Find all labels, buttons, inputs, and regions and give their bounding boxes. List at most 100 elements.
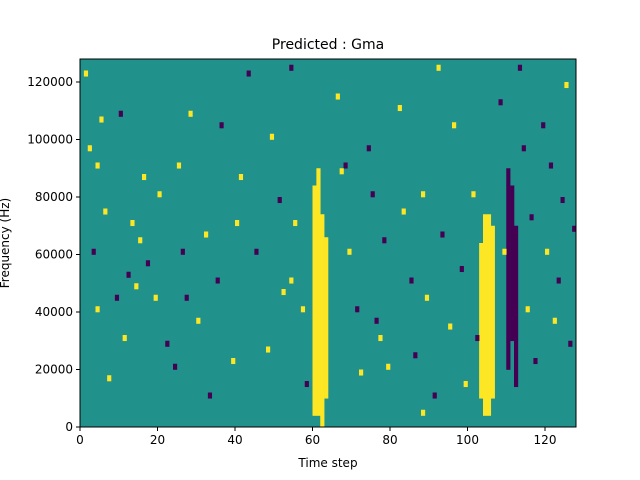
heatmap-cell [448, 323, 453, 330]
x-tick-label: 60 [305, 433, 320, 447]
heatmap-cell [145, 260, 151, 267]
x-tick-label: 0 [76, 433, 84, 447]
x-tick-label: 20 [150, 433, 165, 447]
heatmap-cell [188, 110, 193, 117]
x-tick-label: 100 [456, 433, 479, 447]
heatmap-cell [95, 306, 100, 313]
heatmap-band [479, 243, 484, 399]
heatmap-cell [421, 409, 426, 416]
heatmap-cell [281, 289, 286, 296]
heatmap-cell [564, 82, 569, 89]
heatmap-cell [560, 197, 565, 204]
heatmap-cell [552, 317, 557, 324]
heatmap-band [312, 185, 317, 416]
heatmap-band [514, 225, 519, 388]
heatmap-cell [463, 381, 468, 388]
chart-title: Predicted : Gma [272, 37, 384, 53]
y-tick-label: 80000 [35, 190, 73, 204]
heatmap-cell [219, 122, 224, 129]
heatmap-cell [386, 363, 391, 370]
heatmap-cell [339, 168, 344, 175]
heatmap-cell [556, 277, 561, 284]
heatmap-cell [231, 358, 236, 365]
heatmap-cell [421, 191, 426, 198]
heatmap-cell [153, 294, 158, 301]
heatmap-cell [471, 191, 476, 198]
heatmap-cell [440, 231, 445, 238]
heatmap-cell [196, 317, 201, 324]
y-tick-label: 0 [65, 420, 73, 434]
heatmap-cell [95, 162, 100, 169]
heatmap-cell [134, 283, 139, 290]
y-tick-label: 60000 [35, 248, 73, 262]
heatmap-cell [347, 248, 352, 255]
x-axis-label: Time step [297, 456, 357, 470]
heatmap-cell [498, 99, 503, 106]
y-tick-label: 120000 [27, 75, 73, 89]
heatmap-cell [254, 248, 259, 255]
heatmap-cell [452, 122, 457, 129]
heatmap-cell [517, 64, 523, 71]
heatmap-cell [300, 306, 306, 313]
heatmap-band [320, 214, 325, 428]
heatmap-cell [413, 352, 418, 359]
heatmap-cell [432, 392, 437, 399]
heatmap-cells [83, 64, 577, 428]
heatmap-cell [459, 266, 464, 273]
heatmap-cell [382, 237, 387, 244]
heatmap-cell [103, 208, 108, 215]
heatmap-cell [572, 225, 577, 232]
heatmap-cell [502, 248, 507, 255]
heatmap-cell [424, 294, 430, 301]
heatmap-cell [238, 174, 244, 181]
heatmap-cell [366, 145, 371, 152]
heatmap-cell [525, 306, 530, 313]
y-tick-label: 40000 [35, 305, 73, 319]
heatmap-cell [246, 70, 251, 77]
heatmap-cell [355, 306, 360, 313]
heatmap-cell [207, 392, 213, 399]
plot-frame [79, 58, 577, 428]
heatmap-band [483, 214, 488, 416]
heatmap-cell [533, 358, 538, 365]
heatmap-cell [173, 363, 178, 370]
heatmap-band [324, 237, 329, 399]
heatmap-cell [114, 294, 120, 301]
x-axis: 0 20 40 60 80 100 120 [76, 427, 556, 447]
heatmap-cell [378, 335, 383, 342]
heatmap-cell [401, 208, 406, 215]
heatmap-cell [335, 93, 340, 100]
heatmap-cell [545, 248, 550, 255]
heatmap-cell [541, 122, 546, 129]
heatmap-cell [289, 64, 294, 71]
heatmap-cell [521, 145, 526, 152]
heatmap-cell [87, 145, 92, 152]
heatmap-cell [126, 271, 131, 278]
heatmap-cell [409, 277, 414, 284]
heatmap-cell [215, 277, 220, 284]
heatmap-cell [83, 70, 89, 77]
y-tick-label: 100000 [27, 133, 73, 147]
heatmap-cell [157, 191, 162, 198]
heatmap-cell [529, 214, 534, 221]
heatmap-cell [130, 220, 135, 227]
heatmap-cell [91, 248, 96, 255]
y-axis-label: Frequency (Hz) [0, 198, 12, 289]
y-tick-label: 20000 [35, 363, 73, 377]
heatmap-band [316, 168, 321, 416]
heatmap-cell [180, 248, 185, 255]
heatmap-band [486, 214, 492, 416]
heatmap-cell [269, 133, 275, 140]
heatmap-band [506, 168, 511, 370]
heatmap-cell [176, 162, 182, 169]
heatmap-cell [204, 231, 209, 238]
heatmap-cell [475, 335, 480, 342]
heatmap-cell [289, 277, 294, 284]
heatmap-cell [359, 369, 364, 376]
y-axis: 0 20000 40000 60000 80000 100000 120000 [27, 75, 80, 434]
heatmap-cell [277, 197, 282, 204]
x-tick-label: 40 [227, 433, 242, 447]
plot-area [79, 58, 577, 428]
heatmap-cell [99, 116, 104, 123]
